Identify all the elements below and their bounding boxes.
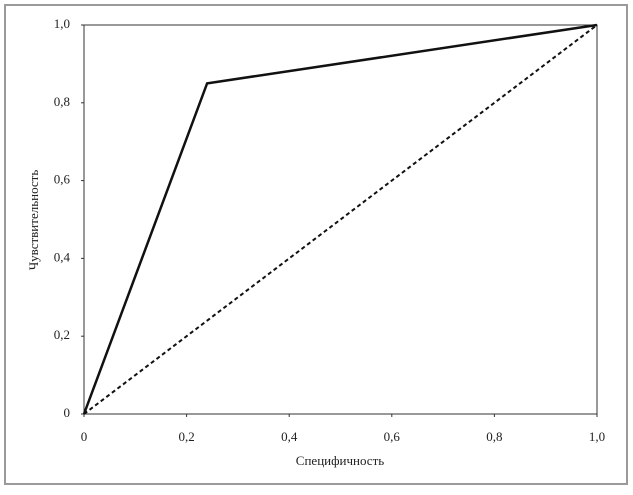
y-tick-label: 0 <box>64 405 71 420</box>
x-tick-label: 0,4 <box>281 429 298 444</box>
y-axis-label: Чувствительность <box>26 170 41 271</box>
x-tick-label: 0,6 <box>384 429 401 444</box>
x-tick-label: 1,0 <box>589 429 605 444</box>
y-tick-label: 0,8 <box>54 94 70 109</box>
y-tick-label: 1,0 <box>54 16 70 31</box>
x-tick-label: 0 <box>81 429 88 444</box>
y-tick-label: 0,6 <box>54 172 71 187</box>
y-tick-label: 0,2 <box>54 327 70 342</box>
x-tick-label: 0,2 <box>178 429 194 444</box>
frame <box>4 4 628 485</box>
roc-line <box>83 24 598 415</box>
roc-line <box>82 23 598 415</box>
y-tick-label: 0,4 <box>54 249 71 264</box>
plot-area <box>83 24 598 415</box>
x-tick-label: 0,8 <box>486 429 502 444</box>
x-axis-label: Специфичность <box>296 453 384 468</box>
